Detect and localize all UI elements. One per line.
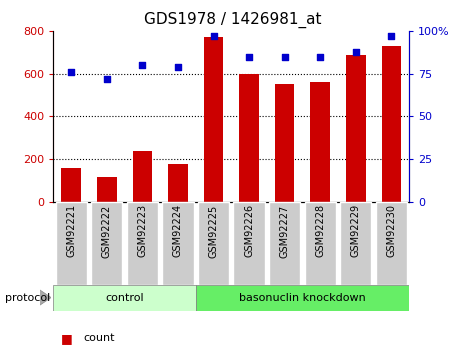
Text: GSM92225: GSM92225 [208, 204, 219, 258]
Text: count: count [84, 333, 115, 343]
Point [352, 49, 359, 54]
Bar [168, 165, 188, 202]
Bar [97, 177, 117, 202]
FancyBboxPatch shape [56, 202, 87, 285]
Text: GSM92229: GSM92229 [351, 204, 361, 257]
FancyBboxPatch shape [91, 202, 122, 285]
Bar [346, 55, 365, 202]
Text: basonuclin knockdown: basonuclin knockdown [239, 293, 366, 303]
Text: protocol: protocol [5, 293, 50, 303]
Text: GSM92222: GSM92222 [102, 204, 112, 258]
Bar [53, 285, 196, 310]
Text: GSM92230: GSM92230 [386, 204, 397, 257]
Point [388, 33, 395, 39]
Point [317, 54, 324, 59]
FancyBboxPatch shape [127, 202, 158, 285]
Text: ■: ■ [60, 332, 72, 345]
FancyBboxPatch shape [340, 202, 372, 285]
Point [103, 76, 111, 82]
Polygon shape [40, 290, 51, 305]
FancyBboxPatch shape [269, 202, 300, 285]
Text: GSM92224: GSM92224 [173, 204, 183, 257]
FancyBboxPatch shape [198, 202, 229, 285]
Point [210, 33, 217, 39]
Text: GSM92223: GSM92223 [137, 204, 147, 257]
FancyBboxPatch shape [376, 202, 407, 285]
Point [246, 54, 253, 59]
Bar [275, 85, 294, 202]
Bar [382, 46, 401, 202]
Bar [204, 38, 223, 202]
Text: control: control [105, 293, 144, 303]
Bar [239, 74, 259, 202]
Text: GSM92221: GSM92221 [66, 204, 76, 257]
Point [174, 64, 182, 70]
Text: GSM92227: GSM92227 [279, 204, 290, 258]
Point [67, 69, 75, 75]
FancyBboxPatch shape [305, 202, 336, 285]
Point [281, 54, 288, 59]
Bar [311, 82, 330, 202]
Text: GSM92228: GSM92228 [315, 204, 326, 257]
Text: GDS1978 / 1426981_at: GDS1978 / 1426981_at [144, 12, 321, 28]
FancyBboxPatch shape [233, 202, 265, 285]
Bar [196, 285, 409, 310]
Point [139, 62, 146, 68]
Text: GSM92226: GSM92226 [244, 204, 254, 257]
Bar [133, 151, 152, 202]
FancyBboxPatch shape [162, 202, 193, 285]
Bar [61, 168, 81, 202]
